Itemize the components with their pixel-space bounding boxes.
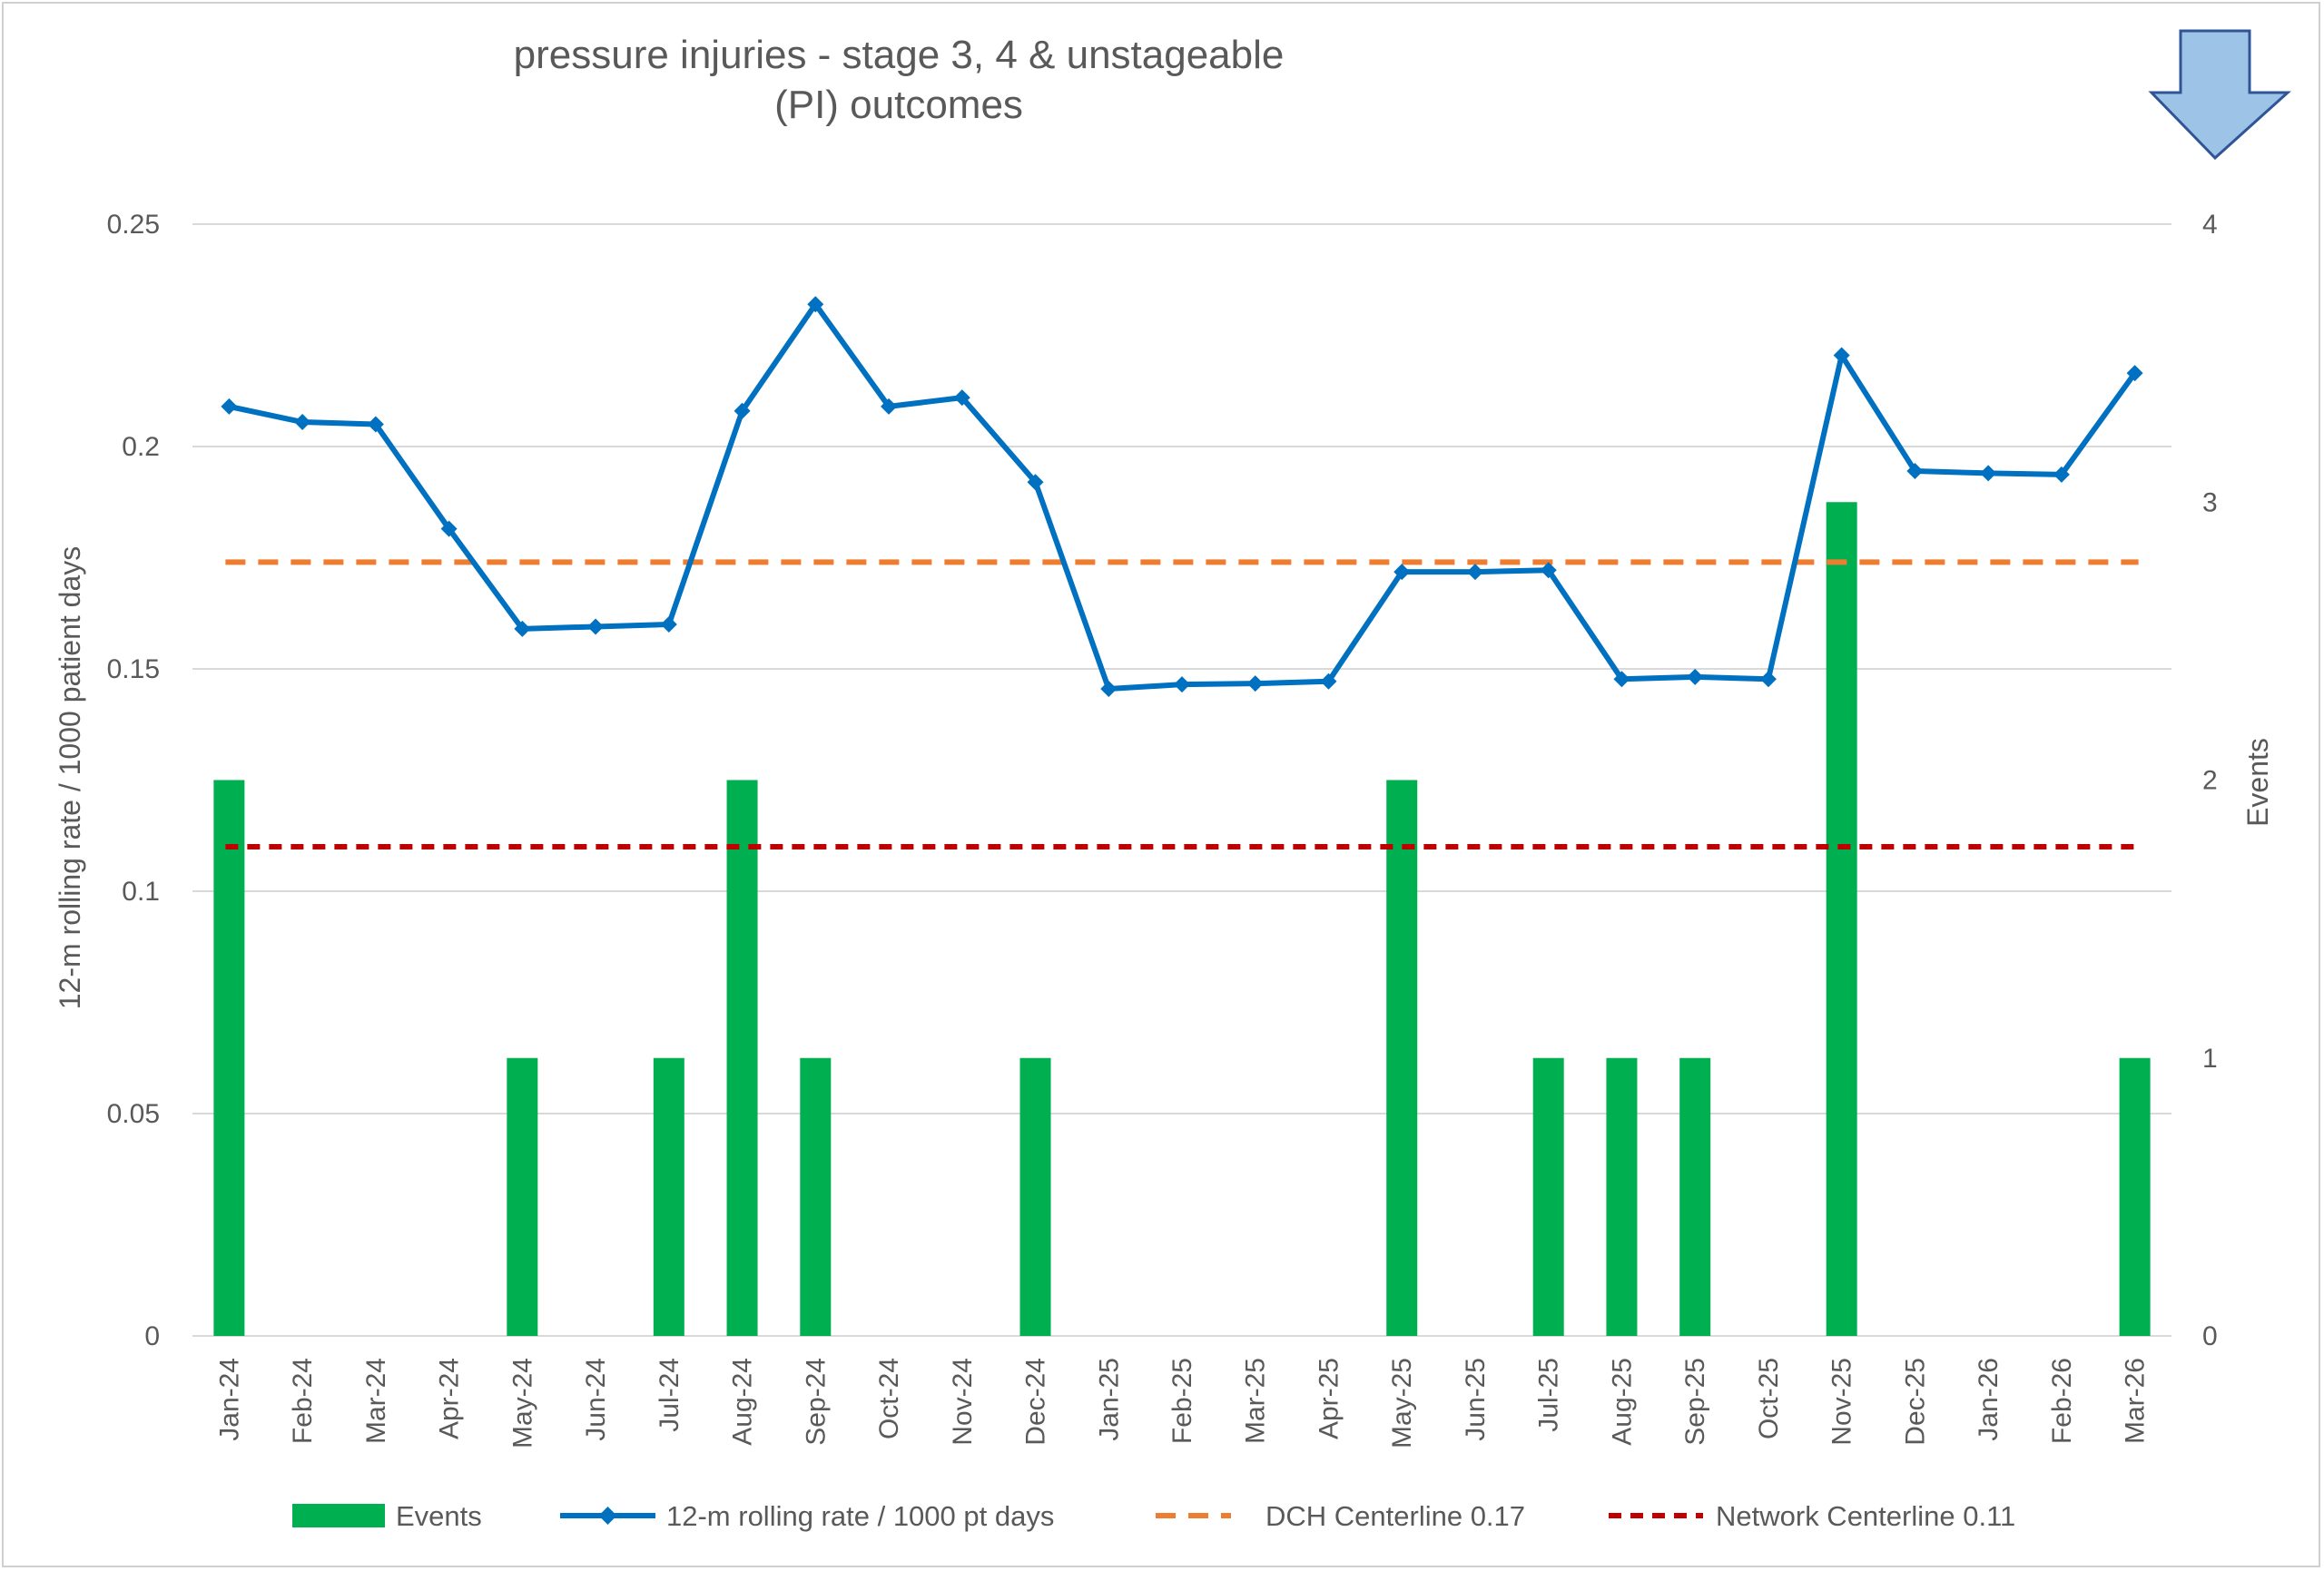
x-tick-label: Oct-24 [874,1358,904,1439]
gridlines [192,223,2171,1337]
y-left-tick-label: 0 [144,1321,160,1351]
left-axis-ticks: 0 0.05 0.1 0.15 0.2 0.25 [107,210,160,1351]
y-right-tick-label: 2 [2202,766,2218,796]
x-tick-label: Sep-25 [1680,1358,1710,1446]
rolling-rate-point [587,618,605,635]
x-tick-label: Feb-26 [2047,1358,2077,1444]
rolling-rate-line [221,296,2143,698]
rolling-rate-point [1174,676,1190,693]
legend-swatch-events [292,1504,385,1527]
rolling-rate-point [1833,347,1850,364]
rolling-rate-point [660,616,677,633]
event-bar [213,780,245,1336]
rolling-rate-point [1393,564,1411,581]
rolling-rate-point [2126,365,2143,382]
x-tick-label: Mar-26 [2121,1358,2151,1444]
rolling-rate-point [1466,564,1483,581]
event-bar [1019,1057,1051,1336]
rolling-rate-point [367,416,384,433]
rolling-rate-point [1027,474,1044,491]
rolling-rate-point [953,389,970,407]
y-right-tick-label: 1 [2202,1044,2218,1074]
x-tick-label: Oct-25 [1754,1358,1784,1439]
rolling-rate-point [1759,671,1777,688]
y-left-tick-label: 0.25 [107,210,160,240]
y-right-tick-label: 3 [2202,487,2218,517]
trend-indicator [2148,29,2291,161]
x-tick-label: May-25 [1387,1358,1417,1448]
x-tick-label: Aug-24 [728,1358,758,1446]
chart-title-line-1: pressure injuries - stage 3, 4 & unstage… [514,33,1285,77]
x-tick-label: Aug-25 [1607,1358,1637,1446]
x-tick-label: Apr-24 [435,1358,465,1439]
x-tick-label: Jul-24 [655,1358,684,1432]
x-tick-label: Feb-25 [1167,1358,1197,1444]
legend-label: 12-m rolling rate / 1000 pt days [666,1500,1054,1532]
chart-title-line-2: (PI) outcomes [774,83,1023,127]
x-axis-ticks: Jan-24 Feb-24 Mar-24 Apr-24 May-24 Jun-24 Jul-… [214,1358,2150,1448]
x-tick-label: Dec-25 [1900,1358,1930,1446]
rolling-rate-point [294,414,311,431]
y-left-tick-label: 0.1 [122,877,160,907]
y-left-tick-label: 0.15 [107,654,160,684]
x-tick-label: Jan-25 [1094,1358,1124,1441]
event-bar [1826,502,1857,1336]
y-left-axis-title: 12-m rolling rate / 1000 patient days [54,546,86,1010]
down-arrow-icon [2148,29,2291,161]
rolling-rate-point [1906,462,1924,479]
rolling-rate-point [881,398,898,415]
legend-label: Events [396,1500,482,1532]
legend-label: Network Centerline 0.11 [1716,1500,2015,1532]
rolling-rate-point [221,398,238,415]
rolling-rate-point [1980,465,1997,482]
y-left-tick-label: 0.05 [107,1099,160,1129]
x-tick-label: Jul-25 [1534,1358,1564,1432]
rolling-rate-point [514,620,531,637]
x-tick-label: Jun-25 [1461,1358,1491,1441]
rolling-rate-point [1100,681,1118,698]
rolling-rate-point [734,402,751,419]
event-bar [800,1057,832,1336]
x-tick-label: Apr-25 [1314,1358,1344,1439]
event-bar [2119,1057,2151,1336]
legend-label: DCH Centerline 0.17 [1265,1500,1525,1532]
x-tick-label: Sep-24 [801,1358,831,1446]
legend: Events 12-m rolling rate / 1000 pt days DC… [292,1500,2015,1532]
x-tick-label: Mar-25 [1241,1358,1271,1444]
event-bar [653,1057,684,1336]
legend-marker-rolling-rate [598,1507,617,1525]
event-bar [1532,1057,1564,1336]
y-right-axis-title: Events [2241,738,2274,827]
rolling-rate-point [1246,675,1264,692]
right-axis-ticks: 0 1 2 3 4 [2202,210,2218,1351]
rolling-rate-point [2053,466,2070,483]
x-tick-label: May-24 [507,1358,537,1448]
x-tick-label: Feb-24 [288,1358,318,1444]
rolling-rate-point [1613,671,1630,688]
rolling-rate-point [440,520,458,537]
rolling-rate-point [1540,562,1557,579]
rolling-rate-point [1320,673,1337,690]
event-bar [507,1057,538,1336]
x-tick-label: Jan-24 [214,1358,244,1441]
events-bars [213,502,2151,1336]
x-tick-label: Jun-24 [581,1358,611,1441]
x-tick-label: Nov-24 [948,1358,978,1446]
x-tick-label: Nov-25 [1827,1358,1857,1446]
event-bar [1679,1057,1711,1336]
y-right-tick-label: 4 [2202,210,2218,240]
centerlines [225,559,2139,849]
event-bar [1386,780,1418,1336]
rolling-rate-point [1687,668,1704,685]
event-bar [1606,1057,1638,1336]
x-tick-label: Dec-24 [1021,1358,1051,1446]
event-bar [726,780,758,1336]
y-left-tick-label: 0.2 [122,432,160,462]
y-right-tick-label: 0 [2202,1321,2218,1351]
x-tick-label: Mar-24 [361,1358,391,1444]
rolling-rate-point [807,296,824,313]
x-tick-label: Jan-26 [1974,1358,2004,1441]
